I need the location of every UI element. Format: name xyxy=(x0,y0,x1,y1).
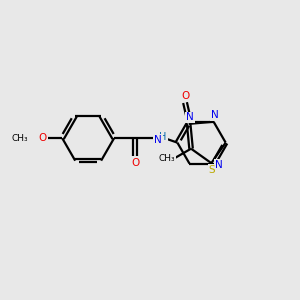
Text: CH₃: CH₃ xyxy=(11,134,28,143)
Text: CH₃: CH₃ xyxy=(158,154,175,164)
Text: N: N xyxy=(154,135,162,145)
Text: N: N xyxy=(211,110,218,120)
Text: N: N xyxy=(186,112,194,122)
Text: O: O xyxy=(38,133,47,143)
Text: N: N xyxy=(215,160,223,170)
Text: O: O xyxy=(181,91,189,101)
Text: S: S xyxy=(208,165,215,175)
Text: O: O xyxy=(131,158,140,168)
Text: H: H xyxy=(159,132,167,142)
